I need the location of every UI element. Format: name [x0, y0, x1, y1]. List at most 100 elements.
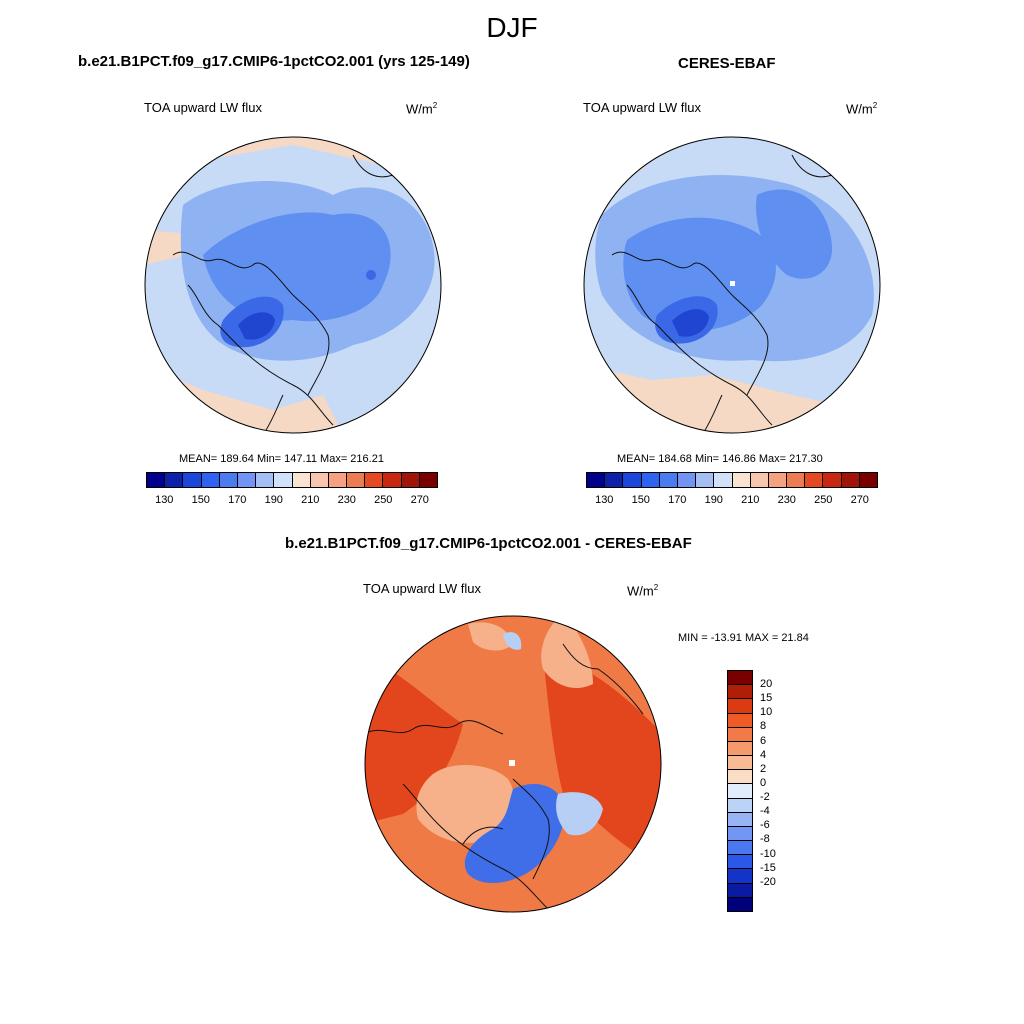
- colorbar-swatch: [728, 727, 752, 742]
- model-variable-label: TOA upward LW flux: [144, 100, 263, 115]
- colorbar-swatch: [728, 699, 752, 714]
- colorbar-swatch: [274, 473, 293, 487]
- colorbar-swatch: [805, 473, 824, 487]
- colorbar-tick-label: 4: [760, 748, 767, 761]
- colorbar-tick-label: 8: [760, 720, 767, 733]
- colorbar-swatch: [728, 770, 752, 785]
- colorbar-tick-label: 170: [228, 494, 247, 506]
- colorbar-swatch: [183, 473, 202, 487]
- colorbar-tick-label: 210: [741, 494, 760, 506]
- colorbar-swatch: [165, 473, 184, 487]
- obs-panel-title: CERES-EBAF: [678, 55, 776, 72]
- colorbar-swatch: [768, 473, 788, 487]
- colorbar-swatch: [728, 869, 752, 884]
- colorbar-swatch: [292, 473, 311, 487]
- model-units: W/m2: [406, 101, 438, 117]
- colorbar-swatch: [728, 713, 752, 728]
- colorbar-swatch: [728, 741, 752, 757]
- diff-minmax: MIN = -13.91 MAX = 21.84: [678, 632, 809, 644]
- season-title: DJF: [486, 12, 538, 43]
- colorbar-tick-label: 20: [760, 678, 773, 691]
- colorbar-swatch: [859, 473, 877, 487]
- colorbar-swatch: [750, 473, 769, 487]
- diff-variable-label: TOA upward LW flux: [363, 581, 482, 596]
- colorbar-tick-label: -10: [760, 847, 776, 860]
- colorbar-swatch: [623, 473, 642, 487]
- colorbar-swatch: [728, 671, 752, 686]
- colorbar-tick-label: 150: [191, 494, 210, 506]
- obs-colorbar-labels: 130 150 170 190 210 230 250 270: [586, 494, 878, 508]
- colorbar-swatch: [732, 473, 751, 487]
- colorbar-swatch: [659, 473, 678, 487]
- colorbar-swatch: [237, 473, 257, 487]
- obs-colorbar: [586, 472, 878, 488]
- colorbar-swatch: [823, 473, 842, 487]
- colorbar-tick-label: -4: [760, 805, 770, 818]
- colorbar-swatch: [383, 473, 402, 487]
- colorbar-swatch: [201, 473, 220, 487]
- obs-variable-label: TOA upward LW flux: [583, 100, 702, 115]
- colorbar-swatch: [728, 883, 752, 898]
- colorbar-tick-label: 270: [410, 494, 429, 506]
- colorbar-swatch: [147, 473, 166, 487]
- colorbar-swatch: [641, 473, 660, 487]
- colorbar-swatch: [587, 473, 606, 487]
- colorbar-swatch: [728, 685, 752, 700]
- diff-colorbar: [727, 670, 753, 912]
- colorbar-swatch: [728, 798, 752, 813]
- diff-units: W/m2: [627, 583, 659, 599]
- colorbar-tick-label: 130: [595, 494, 614, 506]
- colorbar-swatch: [787, 473, 806, 487]
- obs-stats: MEAN= 184.68 Min= 146.86 Max= 217.30: [617, 453, 823, 465]
- colorbar-swatch: [677, 473, 697, 487]
- colorbar-tick-label: 130: [155, 494, 174, 506]
- diff-panel-title: b.e21.B1PCT.f09_g17.CMIP6-1pctCO2.001 - …: [285, 535, 692, 552]
- colorbar-swatch: [714, 473, 733, 487]
- colorbar-tick-label: 190: [264, 494, 283, 506]
- colorbar-tick-label: 210: [301, 494, 320, 506]
- colorbar-swatch: [401, 473, 420, 487]
- colorbar-swatch: [365, 473, 384, 487]
- colorbar-swatch: [728, 841, 752, 856]
- model-polar-map: [144, 136, 442, 434]
- colorbar-swatch: [256, 473, 275, 487]
- colorbar-swatch: [347, 473, 366, 487]
- colorbar-tick-label: -2: [760, 791, 770, 804]
- model-panel-title: b.e21.B1PCT.f09_g17.CMIP6-1pctCO2.001 (y…: [78, 53, 470, 70]
- colorbar-swatch: [310, 473, 329, 487]
- colorbar-tick-label: 6: [760, 734, 767, 747]
- colorbar-tick-label: -8: [760, 833, 770, 846]
- colorbar-tick-label: 2: [760, 762, 767, 775]
- model-colorbar: [146, 472, 438, 488]
- colorbar-tick-label: 230: [777, 494, 796, 506]
- colorbar-swatch: [328, 473, 348, 487]
- colorbar-tick-label: 15: [760, 692, 773, 705]
- colorbar-tick-label: 250: [374, 494, 393, 506]
- colorbar-swatch: [219, 473, 238, 487]
- colorbar-swatch: [728, 784, 752, 799]
- colorbar-tick-label: 10: [760, 706, 773, 719]
- obs-polar-map: [583, 136, 881, 434]
- colorbar-tick-label: 270: [850, 494, 869, 506]
- colorbar-tick-label: 230: [337, 494, 356, 506]
- colorbar-swatch: [841, 473, 860, 487]
- colorbar-swatch: [696, 473, 715, 487]
- diff-colorbar-labels: 20 15 10 8 6 4 2 0 -2 -4 -6 -8 -10 -15 -20: [760, 670, 800, 910]
- colorbar-tick-label: 190: [704, 494, 723, 506]
- colorbar-swatch: [728, 812, 752, 827]
- colorbar-swatch: [419, 473, 437, 487]
- colorbar-tick-label: 150: [631, 494, 650, 506]
- model-stats: MEAN= 189.64 Min= 147.11 Max= 216.21: [179, 453, 384, 465]
- colorbar-tick-label: 0: [760, 776, 767, 789]
- colorbar-tick-label: 250: [814, 494, 833, 506]
- colorbar-tick-label: -6: [760, 819, 770, 832]
- obs-units: W/m2: [846, 101, 878, 117]
- colorbar-swatch: [728, 756, 752, 771]
- diff-polar-map: [364, 615, 662, 913]
- colorbar-tick-label: -20: [760, 875, 776, 888]
- colorbar-swatch: [728, 855, 752, 870]
- colorbar-tick-label: -15: [760, 861, 776, 874]
- colorbar-swatch: [605, 473, 624, 487]
- colorbar-tick-label: 170: [668, 494, 687, 506]
- colorbar-swatch: [728, 897, 752, 911]
